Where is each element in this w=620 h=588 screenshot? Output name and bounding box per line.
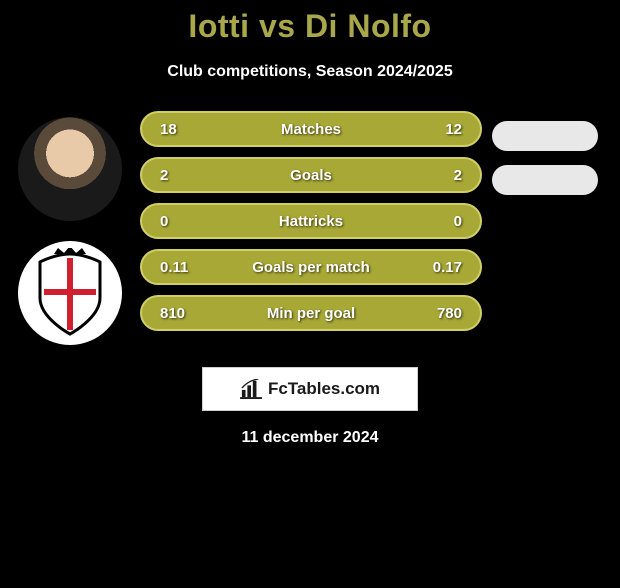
stat-left-value: 0.11 <box>160 259 210 276</box>
date-text: 11 december 2024 <box>10 429 610 447</box>
subtitle: Club competitions, Season 2024/2025 <box>10 63 610 81</box>
page-title: Iotti vs Di Nolfo <box>10 8 610 45</box>
stat-left-value: 810 <box>160 305 210 322</box>
stat-right-value: 2 <box>412 167 462 184</box>
stat-left-value: 2 <box>160 167 210 184</box>
crest-icon <box>30 248 110 338</box>
stat-right-value: 12 <box>412 121 462 138</box>
comparison-area: 18Matches12 2Goals2 0Hattricks0 0.11Goals p… <box>10 111 610 345</box>
attribution-box: FcTables.com <box>202 367 418 411</box>
stat-right-value: 0 <box>412 213 462 230</box>
pill-2 <box>492 165 598 195</box>
bar-chart-icon <box>240 379 262 399</box>
attribution-text: FcTables.com <box>268 379 380 399</box>
stat-row-matches: 18Matches12 <box>140 111 482 147</box>
stats-column: 18Matches12 2Goals2 0Hattricks0 0.11Goals p… <box>140 111 482 345</box>
stat-left-value: 0 <box>160 213 210 230</box>
stat-label: Min per goal <box>210 305 412 322</box>
stat-row-goals: 2Goals2 <box>140 157 482 193</box>
pill-1 <box>492 121 598 151</box>
stat-left-value: 18 <box>160 121 210 138</box>
stat-right-value: 0.17 <box>412 259 462 276</box>
right-pill-column <box>492 111 610 345</box>
stat-label: Matches <box>210 121 412 138</box>
player2-avatar <box>18 241 122 345</box>
stat-row-min-per-goal: 810Min per goal780 <box>140 295 482 331</box>
stat-row-goals-per-match: 0.11Goals per match0.17 <box>140 249 482 285</box>
stat-label: Hattricks <box>210 213 412 230</box>
stat-row-hattricks: 0Hattricks0 <box>140 203 482 239</box>
stat-label: Goals <box>210 167 412 184</box>
player1-avatar <box>18 117 122 221</box>
avatar-column <box>10 111 130 345</box>
stat-right-value: 780 <box>412 305 462 322</box>
stat-label: Goals per match <box>210 259 412 276</box>
